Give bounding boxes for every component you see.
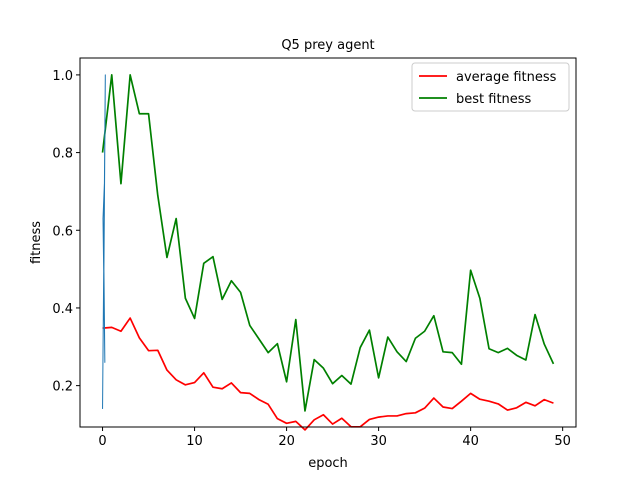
axes-frame bbox=[79, 57, 577, 428]
chart-title: Q5 prey agent bbox=[281, 38, 374, 53]
series-line-unlabeled bbox=[102, 74, 106, 409]
y-tick-label: 0.6 bbox=[52, 224, 73, 239]
y-tick-label: 0.2 bbox=[52, 380, 73, 395]
y-tick-label: 0.4 bbox=[52, 302, 73, 317]
y-axis-label: fitness bbox=[29, 221, 44, 264]
x-tick-label: 40 bbox=[462, 434, 479, 449]
x-tick-label: 30 bbox=[370, 434, 387, 449]
x-tick-label: 10 bbox=[186, 434, 203, 449]
x-tick-label: 0 bbox=[98, 434, 106, 449]
legend: average fitness best fitness bbox=[411, 62, 570, 112]
x-tick-label: 50 bbox=[554, 434, 571, 449]
x-tick-label: 20 bbox=[278, 434, 295, 449]
series-line-average-fitness bbox=[102, 317, 554, 431]
x-axis-label: epoch bbox=[308, 456, 348, 471]
legend-box bbox=[411, 62, 570, 112]
y-tick-label: 0.8 bbox=[52, 147, 73, 162]
legend-label: best fitness bbox=[456, 92, 532, 107]
series-line-best-fitness bbox=[101, 74, 555, 412]
y-tick-label: 1.0 bbox=[52, 69, 73, 84]
legend-label: average fitness bbox=[456, 70, 557, 85]
